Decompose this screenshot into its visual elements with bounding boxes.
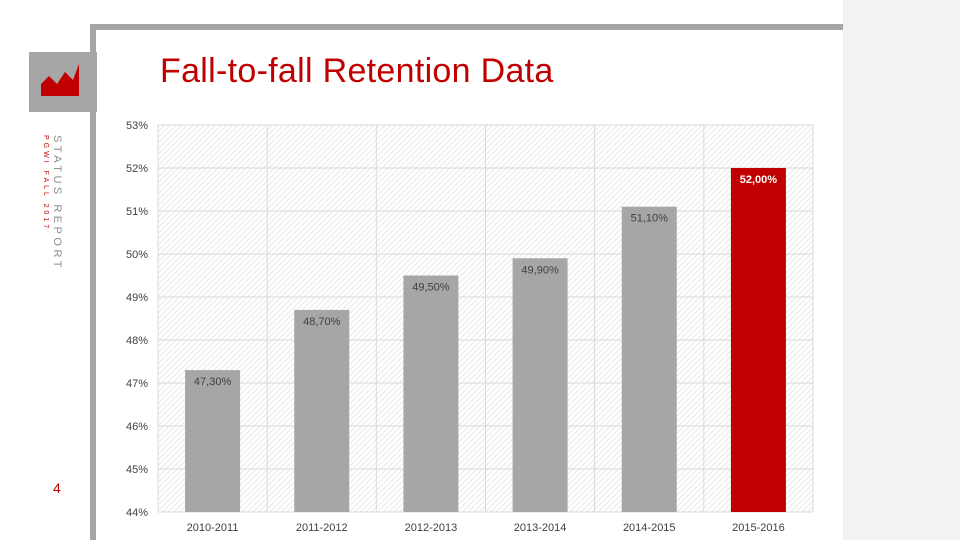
x-tick-label: 2012-2013: [405, 522, 458, 534]
y-tick-label: 53%: [126, 120, 148, 132]
bar-2015-2016: [730, 168, 786, 512]
data-label: 49,90%: [521, 264, 559, 276]
y-tick-label: 48%: [126, 335, 148, 347]
y-tick-label: 52%: [126, 163, 148, 175]
y-tick-label: 51%: [126, 206, 148, 218]
data-label: 51,10%: [631, 213, 669, 225]
chart-logo-icon: [29, 52, 97, 112]
page-title: Fall-to-fall Retention Data: [160, 52, 554, 90]
x-tick-label: 2010-2011: [187, 522, 239, 534]
y-tick-label: 49%: [126, 292, 148, 304]
y-tick-label: 44%: [126, 507, 148, 519]
side-subtitle: PGWI FALL 2017: [42, 135, 49, 232]
right-side-panel: [843, 0, 960, 540]
x-tick-label: 2011-2012: [296, 522, 348, 534]
x-tick-label: 2013-2014: [514, 522, 567, 534]
data-label: 49,50%: [412, 282, 450, 294]
y-tick-label: 50%: [126, 249, 148, 261]
bar-2012-2013: [403, 275, 459, 512]
bar-2014-2015: [621, 206, 677, 512]
retention-bar-chart: 44% 45% 46% 47% 48% 49% 50% 51% 52% 53% 2010-2011…: [126, 120, 814, 534]
bar-2010-2011: [185, 370, 241, 512]
x-tick-label: 2015-2016: [732, 522, 785, 534]
y-tick-label: 47%: [126, 378, 148, 390]
bar-2011-2012: [294, 309, 350, 512]
y-axis-ticks: 44% 45% 46% 47% 48% 49% 50% 51% 52% 53%: [126, 120, 148, 519]
gridlines: [157, 124, 814, 513]
frame-left-bar: [90, 24, 96, 540]
data-label: 48,70%: [303, 316, 341, 328]
x-axis-ticks: 2010-2011 2011-2012 2012-2013 2013-2014 2014…: [187, 522, 785, 534]
data-label: 47,30%: [194, 376, 232, 388]
x-tick-label: 2014-2015: [623, 522, 676, 534]
y-tick-label: 45%: [126, 464, 148, 476]
side-title: STATUS REPORT: [51, 135, 63, 271]
data-labels: 47,30% 48,70% 49,50% 49,90% 51,10% 52,00%: [194, 174, 777, 388]
frame-top-bar: [90, 24, 843, 30]
side-label: STATUS REPORT PGWI FALL 2017: [28, 135, 64, 271]
y-tick-label: 46%: [126, 421, 148, 433]
page-number: 4: [53, 480, 61, 496]
bars: [185, 168, 786, 512]
bar-2013-2014: [512, 258, 568, 512]
data-label: 52,00%: [740, 174, 778, 186]
